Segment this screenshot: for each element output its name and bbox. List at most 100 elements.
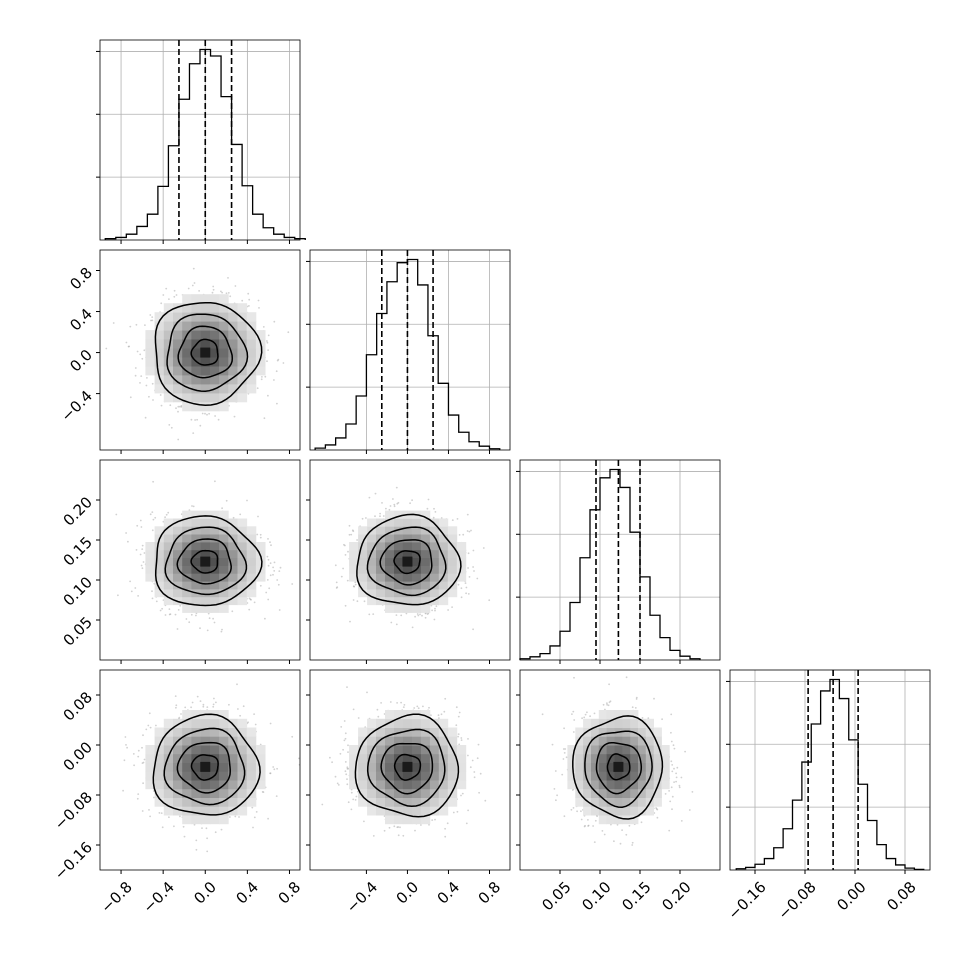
density-cell [154,581,165,590]
scatter-point [134,374,137,377]
density-cell [173,542,183,551]
scatter-point [129,580,132,583]
density-cell [376,542,386,551]
density-cell [191,321,201,331]
scatter-point [149,513,152,516]
density-cell [219,375,229,385]
density-cell [209,312,220,322]
scatter-point [225,292,228,295]
scatter-point [361,517,364,520]
scatter-point [433,618,436,621]
contour-line [154,515,263,607]
scatter-point [259,533,262,536]
contour-line [356,513,462,606]
scatter-point [255,811,258,813]
density-cell [219,357,229,367]
density-cell [209,573,220,582]
scatter-point [277,358,280,361]
density-cell [394,604,404,613]
density-cell [219,510,229,519]
density-cell [200,312,211,322]
density-cell [219,321,229,331]
scatter-point [248,298,251,301]
density-cell [228,312,238,322]
scatter-point [141,357,144,360]
density-cell [200,294,211,304]
density-cell [209,348,220,358]
density-cell [246,549,257,558]
scatter-point [405,612,408,615]
scatter-point [234,285,237,287]
scatter-point [374,515,376,518]
density-cell [376,518,386,527]
density-cell [219,549,229,558]
density-cell [145,330,155,340]
scatter-panel [96,249,301,454]
scatter-point [354,583,357,586]
scatter-point [393,503,396,506]
density-cell [182,518,192,527]
scatter-point [266,340,268,342]
density-cell [228,330,238,340]
scatter-point [273,379,275,381]
density-cell [394,596,404,606]
scatter-point [482,547,485,549]
density-cell [255,348,266,358]
density-cell [154,526,165,535]
hist-panel [306,249,511,454]
density-cell [173,357,183,367]
density-cell [246,581,257,590]
scatter-point [253,816,256,819]
density-cell [438,542,449,551]
density-cell [358,542,368,551]
scatter-point [282,362,285,364]
histogram-steps [735,678,925,871]
scatter-point [262,326,265,328]
density-cell [411,573,422,582]
scatter-point [179,405,181,408]
density-cell [429,589,440,598]
scatter-point [227,277,229,279]
density-cell [237,348,248,358]
scatter-point [141,567,144,570]
scatter-point [178,716,181,719]
density-cell [154,573,165,582]
scatter-point [259,584,262,587]
scatter-point [342,567,344,570]
density-cell [191,303,201,313]
density-cell [255,542,266,551]
density-cell [237,565,248,574]
scatter-point [151,316,154,318]
density-cell [367,589,377,598]
scatter-point [434,607,436,610]
scatter-point [168,608,171,610]
density-cell [219,384,229,394]
scatter-point [368,613,371,616]
density-cell [237,557,248,566]
scatter-point [466,513,469,516]
density-cell [228,596,238,606]
density-cell [447,526,458,535]
contour-line [176,538,232,585]
scatter-point [221,291,224,294]
scatter-point [272,566,274,569]
scatter-point [266,555,269,558]
density-cell [154,366,165,376]
density-cell [219,589,229,598]
scatter-point [191,284,194,287]
panel-background [100,40,300,240]
scatter-point [352,585,355,588]
contour-line [190,549,219,574]
density-cell [219,534,229,543]
density-cell [358,549,368,558]
scatter-point [148,395,150,398]
scatter-point [233,415,236,418]
scatter-point [447,609,449,611]
density-cell [154,348,165,358]
density-cell [237,375,248,385]
scatter-point [393,505,396,508]
density-cell [394,510,404,519]
density-cell [200,384,211,394]
scatter-point [217,418,220,421]
density-cell [145,348,155,358]
